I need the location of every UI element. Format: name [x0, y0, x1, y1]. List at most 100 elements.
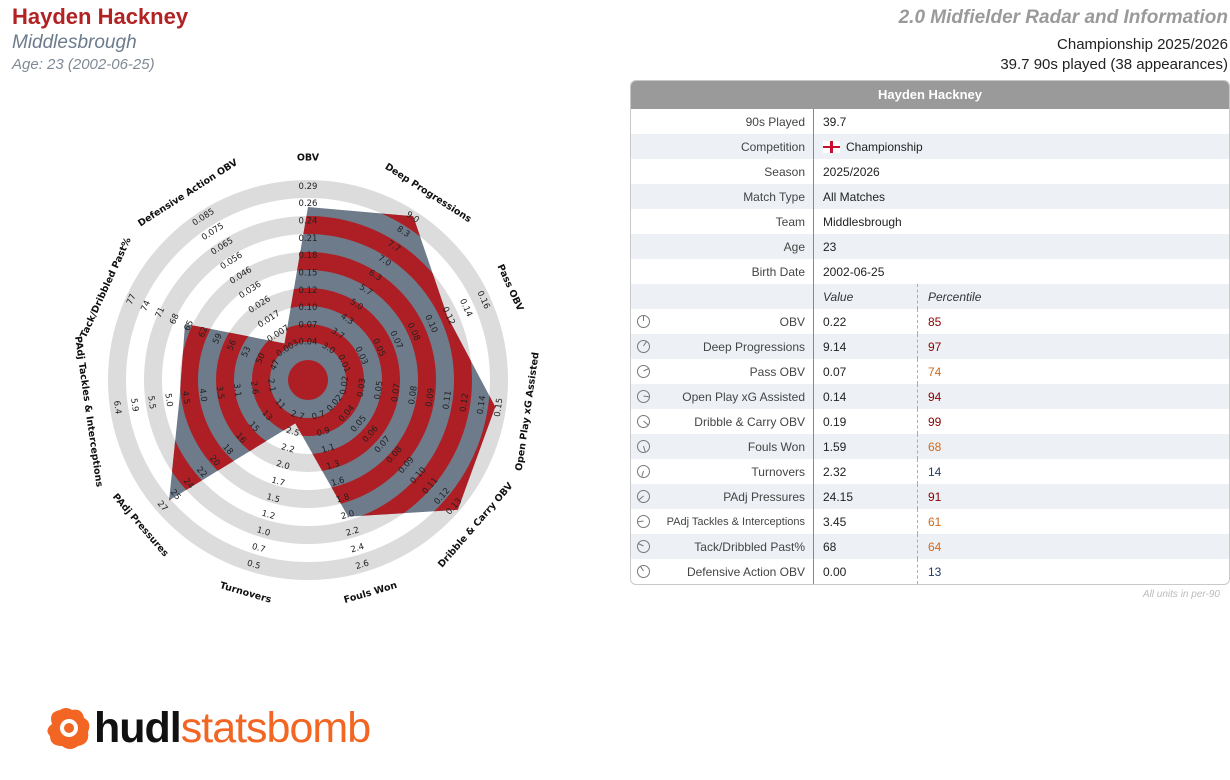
metric-value: 2.32: [813, 459, 917, 484]
metric-direction-icon: [636, 490, 650, 503]
metric-direction-icon: [636, 440, 650, 453]
radar-tick-label: 0.9: [315, 426, 331, 439]
radar-axis-label: PAdj Tackles & Interceptions: [72, 335, 105, 488]
radar-center-dot: [288, 360, 328, 400]
radar-tick-label: 56: [226, 338, 240, 352]
radar-tick-label: 0.15: [299, 268, 318, 278]
metric-row: Defensive Action OBV 0.00 13: [631, 559, 1229, 584]
metric-value: 0.22: [813, 309, 917, 334]
radar-tick-label: 0.14: [457, 297, 474, 318]
radar-tick-label: 1.7: [270, 476, 286, 489]
radar-tick-label: 0.11: [441, 390, 454, 410]
player-name: Hayden Hackney: [12, 4, 189, 29]
radar-tick-label: 53: [240, 345, 254, 359]
radar-tick-label: 5.0: [162, 393, 174, 408]
metric-direction-icon: [636, 315, 650, 328]
radar-polygon-band-4: [169, 216, 472, 517]
radar-tick-label: 2.6: [248, 380, 260, 395]
percentile-column-header: Percentile: [917, 284, 981, 309]
radar-title: 2.0 Midfielder Radar and Information: [898, 7, 1228, 28]
table-subheader: Value Percentile: [631, 284, 1229, 309]
radar-tick-label: 0.18: [299, 251, 318, 261]
metric-percentile: 94: [917, 384, 941, 409]
info-row: Season 2025/2026: [631, 159, 1229, 184]
radar-polygon-band-1: [252, 324, 364, 436]
metric-percentile: 61: [917, 509, 941, 534]
radar-axis-label: Pass OBV: [495, 263, 526, 314]
info-row-value: 39.7: [813, 109, 1223, 134]
metric-row: Dribble & Carry OBV 0.19 99: [631, 409, 1229, 434]
metric-label: Fouls Won: [747, 439, 805, 454]
metric-value: 3.45: [813, 509, 917, 534]
metric-row: Tack/Dribbled Past% 68 64: [631, 534, 1229, 559]
radar-ring-5: [108, 180, 508, 580]
metric-row: PAdj Pressures 24.15 91: [631, 484, 1229, 509]
radar-tick-label: 1.6: [330, 476, 346, 489]
statsbomb-logo-icon: [47, 708, 90, 749]
radar-tick-label: 1.3: [325, 459, 341, 472]
team-name: Middlesbrough: [12, 32, 137, 53]
minutes-played: 39.7 90s played (38 appearances): [1000, 56, 1228, 73]
info-row: Team Middlesbrough: [631, 209, 1229, 234]
metric-label: Tack/Dribbled Past%: [694, 539, 805, 554]
radar-tick-label: 0.24: [299, 217, 318, 227]
radar-tick-label: 0.08: [407, 385, 420, 405]
metric-percentile: 68: [917, 434, 941, 459]
metric-label: PAdj Pressures: [723, 489, 805, 504]
england-flag-icon: [823, 140, 840, 153]
metric-direction-icon: [636, 340, 650, 353]
radar-axis-label: Fouls Won: [343, 580, 399, 606]
radar-tick-label: 0.15: [493, 397, 506, 417]
metric-direction-icon: [636, 415, 650, 428]
metric-label: Defensive Action OBV: [686, 564, 805, 579]
metric-row: Deep Progressions 9.14 97: [631, 334, 1229, 359]
metric-row: PAdj Tackles & Interceptions 3.45 61: [631, 509, 1229, 534]
metric-value: 24.15: [813, 484, 917, 509]
metric-label: Turnovers: [751, 464, 805, 479]
metric-percentile: 74: [917, 359, 941, 384]
radar-tick-label: 0.26: [299, 199, 318, 209]
metric-percentile: 91: [917, 484, 941, 509]
radar-tick-label: 6.4: [111, 400, 123, 415]
metric-label: OBV: [779, 314, 805, 329]
logo-word-hudl: hudl: [94, 703, 182, 752]
radar-tick-label: 0.14: [476, 395, 489, 415]
radar-tick-label: 4.5: [180, 390, 192, 405]
info-row-value: 2002-06-25: [813, 259, 1223, 284]
radar-tick-label: 77: [125, 293, 139, 307]
info-row-label: 90s Played: [745, 114, 805, 129]
radar-tick-label: 0.07: [390, 383, 403, 403]
radar-tick-label: 0.07: [299, 320, 318, 330]
metric-row: Turnovers 2.32 14: [631, 459, 1229, 484]
metric-value: 0.19: [813, 409, 917, 434]
player-info-table: Hayden Hackney 90s Played 39.7 Competiti…: [630, 80, 1230, 585]
radar-tick-label: 0.05: [373, 380, 386, 400]
metric-percentile: 97: [917, 334, 941, 359]
info-row-label: Season: [764, 164, 805, 179]
info-row: Match Type All Matches: [631, 184, 1229, 209]
info-row-label: Competition: [740, 139, 805, 154]
radar-tick-label: 1.5: [265, 492, 281, 505]
metric-value: 68: [813, 534, 917, 559]
radar-tick-label: 59: [211, 332, 225, 346]
radar-axis-label: Defensive Action OBV: [136, 157, 240, 229]
info-row: 90s Played 39.7: [631, 109, 1229, 134]
radar-tick-label: 68: [168, 312, 182, 326]
metric-row: OBV 0.22 85: [631, 309, 1229, 334]
metric-direction-icon: [636, 515, 650, 528]
radar-tick-label: 50: [254, 352, 268, 366]
radar-tick-label: 0.12: [459, 392, 472, 412]
metric-direction-icon: [636, 390, 650, 403]
table-title: Hayden Hackney: [631, 81, 1229, 109]
radar-tick-label: 2.1: [265, 378, 277, 393]
info-row-label: Team: [775, 214, 805, 229]
units-note: All units in per-90: [1142, 589, 1220, 600]
radar-tick-label: 2.0: [340, 509, 356, 522]
radar-axis-label: Open Play xG Assisted: [514, 352, 542, 472]
metric-percentile: 99: [917, 409, 941, 434]
radar-tick-label: 2.5: [285, 426, 301, 439]
metric-percentile: 14: [917, 459, 941, 484]
radar-tick-label: 0.7: [311, 409, 327, 422]
metric-value: 1.59: [813, 434, 917, 459]
radar-tick-label: 0.5: [246, 559, 262, 572]
